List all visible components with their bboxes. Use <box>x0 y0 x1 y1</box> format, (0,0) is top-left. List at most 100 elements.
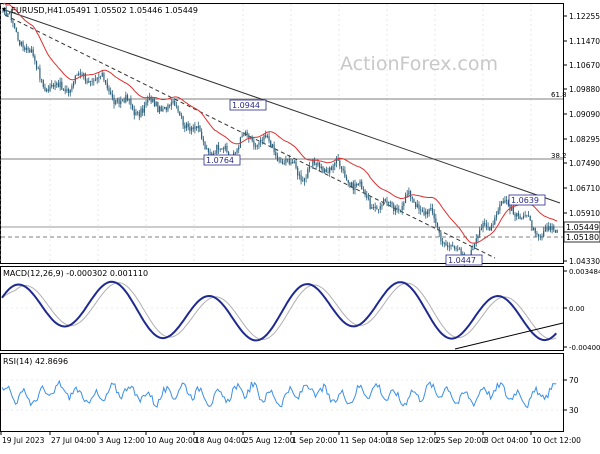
candle-body <box>142 108 144 113</box>
main-price-panel[interactable]: ActionForex.com 1.0944 1.0764 1.0447 1.0639… <box>0 2 567 267</box>
candle-body <box>327 172 329 173</box>
rsi-panel[interactable]: RSI(14) 42.8696 <box>0 353 564 432</box>
candle-body <box>479 230 481 236</box>
time-axis-label: 3 Oct 04:00 <box>484 436 528 445</box>
candle-body <box>440 232 442 242</box>
candle-body <box>485 224 487 227</box>
time-axis-label: 11 Sep 04:00 <box>340 436 390 445</box>
candle-body <box>310 166 312 167</box>
candle-body <box>199 125 201 132</box>
candle-body <box>196 126 198 129</box>
candle-body <box>499 204 501 211</box>
time-axis-label: 27 Jul 04:00 <box>51 436 96 445</box>
candle-body <box>7 13 9 16</box>
rsi-line <box>1 379 557 409</box>
candle-body <box>441 241 444 244</box>
candle-body <box>450 244 452 247</box>
candle-body <box>175 105 177 107</box>
candle-body <box>404 195 407 204</box>
candle-body <box>443 243 445 244</box>
candle-body <box>506 200 508 202</box>
candle-body <box>521 218 523 220</box>
candle-body <box>334 162 336 166</box>
candle-body <box>62 89 65 90</box>
candle-body <box>258 142 260 145</box>
candle-body <box>495 214 498 218</box>
macd-trendline <box>454 322 564 350</box>
candle-body <box>512 206 514 215</box>
candle-body <box>148 97 151 101</box>
candle-body <box>384 199 386 201</box>
candle-body <box>396 207 398 209</box>
candle-body <box>497 210 499 215</box>
candle-body <box>137 112 139 113</box>
candle-body <box>371 207 373 209</box>
macd-panel[interactable]: MACD(12,26,9) -0.000302 0.001110 <box>0 266 564 351</box>
candle-body <box>529 215 531 221</box>
candle-body <box>246 132 248 135</box>
panel-menu-triangle-icon[interactable]: ▾ <box>2 5 6 14</box>
candle-body <box>147 100 149 103</box>
candle-body <box>280 160 282 162</box>
candle-body <box>305 177 307 179</box>
candle-body <box>265 135 267 138</box>
main-info-symbol: EURUSD,H4 <box>11 6 58 15</box>
candle-body <box>313 159 316 164</box>
macd-axis-label: 0.003484 <box>569 268 600 276</box>
candle-body <box>420 209 422 211</box>
candle-body <box>165 106 167 110</box>
watermark-text: ActionForex.com <box>340 53 498 75</box>
candle-body <box>549 226 552 230</box>
time-axis-label: 3 Aug 12:00 <box>99 436 145 445</box>
candle-body <box>460 248 462 254</box>
candle-body <box>548 226 550 231</box>
candle-body <box>194 126 196 130</box>
candle-body <box>49 86 51 91</box>
time-axis-label: 25 Sep 20:00 <box>436 436 486 445</box>
candle-body <box>157 102 159 113</box>
price-axis-label: 1.10670 <box>569 61 600 70</box>
candle-body <box>217 144 220 150</box>
candle-body <box>411 197 413 199</box>
rsi-axis: 70 30 <box>563 376 579 415</box>
main-price-axis[interactable]: 1.12255 1.11470 1.10670 1.09880 1.09090 1.082… <box>563 12 600 266</box>
candle-body <box>130 99 132 105</box>
candle-body <box>364 189 366 195</box>
candle-body <box>391 202 393 205</box>
candle-body <box>362 189 364 190</box>
candle-body <box>302 180 304 182</box>
candle-body <box>254 146 257 147</box>
candle-body <box>214 153 216 155</box>
candle-body <box>482 222 484 229</box>
candle-body <box>322 166 324 173</box>
candle-body <box>167 104 169 110</box>
time-axis-label: 19 Jul 2023 <box>2 436 45 445</box>
annotation-label: 1.0944 <box>232 101 260 110</box>
time-axis[interactable]: 19 Jul 2023 27 Jul 04:00 3 Aug 12:00 10 Aug… <box>0 431 581 445</box>
time-axis-label: 1 Sep 20:00 <box>292 436 338 445</box>
candle-body <box>39 68 41 80</box>
candle-body <box>248 134 250 139</box>
candle-body <box>216 144 218 154</box>
candle-body <box>125 95 127 103</box>
annotation-label: 1.0447 <box>448 256 476 265</box>
candle-body <box>113 97 115 105</box>
candle-body <box>349 182 351 187</box>
candle-body <box>325 169 327 173</box>
candle-body <box>544 227 546 232</box>
candle-body <box>366 194 368 198</box>
macd-line <box>1 280 558 342</box>
rsi-axis-label: 30 <box>569 406 579 415</box>
candle-body <box>389 201 391 203</box>
candle-body <box>221 148 223 150</box>
candle-body <box>376 206 378 210</box>
candle-body <box>17 32 19 41</box>
candle-body <box>408 190 410 195</box>
candle-body <box>303 178 306 182</box>
candle-body <box>347 179 349 183</box>
candle-body <box>317 162 319 166</box>
candle-body <box>99 76 102 78</box>
candle-body <box>273 144 275 153</box>
